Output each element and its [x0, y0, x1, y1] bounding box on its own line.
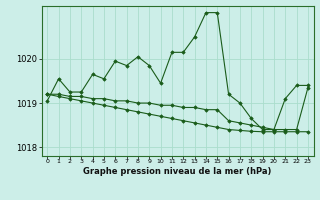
X-axis label: Graphe pression niveau de la mer (hPa): Graphe pression niveau de la mer (hPa) — [84, 167, 272, 176]
